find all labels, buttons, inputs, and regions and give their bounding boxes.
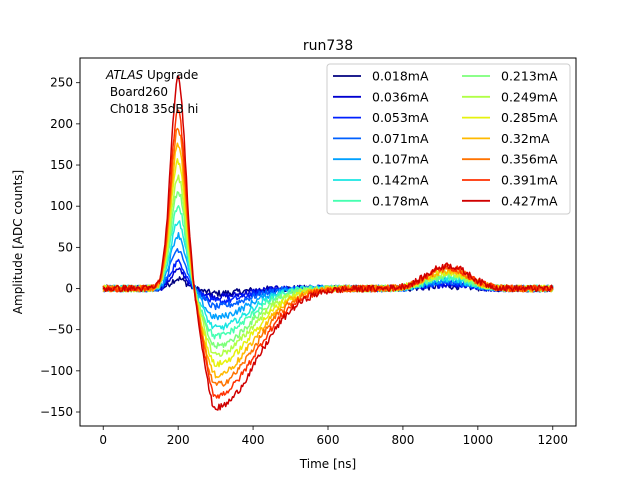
y-tick-label: 200	[50, 117, 73, 131]
y-tick-label: −150	[40, 405, 73, 419]
legend-label: 0.071mA	[372, 131, 429, 146]
annotation-italic: ATLAS	[105, 68, 144, 82]
y-tick-label: 250	[50, 76, 73, 90]
x-tick-label: 1200	[538, 433, 569, 447]
chart-title: run738	[303, 38, 353, 54]
legend-label: 0.213mA	[501, 69, 558, 84]
y-axis-label: Amplitude [ADC counts]	[11, 170, 25, 314]
y-tick-label: 50	[58, 240, 73, 254]
legend-label: 0.142mA	[372, 173, 429, 188]
y-tick-label: 100	[50, 199, 73, 213]
legend-label: 0.356mA	[501, 152, 558, 167]
legend-frame	[326, 63, 571, 215]
svg-text:ATLAS Upgrade: ATLAS Upgrade	[105, 68, 198, 82]
atlas-annotation: ATLAS Upgrade Board260 Ch018 35dB hi	[105, 68, 198, 116]
x-axis: 0 200 400 600 800 1000 1200	[99, 426, 568, 447]
x-tick-label: 200	[167, 433, 190, 447]
y-tick-label: 150	[50, 158, 73, 172]
legend-label: 0.178mA	[372, 193, 429, 208]
series-layer	[102, 75, 554, 411]
legend-label: 0.107mA	[372, 152, 429, 167]
x-tick-label: 0	[99, 433, 107, 447]
legend-label: 0.391mA	[501, 173, 558, 188]
x-axis-label: Time [ns]	[299, 457, 356, 471]
legend-label: 0.018mA	[372, 69, 429, 84]
legend-label: 0.32mA	[501, 131, 550, 146]
legend-label: 0.427mA	[501, 193, 558, 208]
annotation-line3: Ch018 35dB hi	[106, 102, 198, 116]
legend-label: 0.053mA	[372, 110, 429, 125]
y-tick-label: 0	[65, 282, 73, 296]
y-tick-label: −100	[40, 364, 73, 378]
legend-label: 0.285mA	[501, 110, 558, 125]
x-tick-label: 1000	[463, 433, 494, 447]
x-tick-label: 600	[317, 433, 340, 447]
legend: 0.018mA 0.036mA 0.053mA 0.071mA 0.107mA 0.142…	[326, 63, 571, 215]
annotation-line2: Board260	[106, 85, 168, 99]
y-axis: −150 −100 −50 0 50 100 150 200 250	[40, 76, 80, 419]
annotation-rest: Upgrade	[143, 68, 198, 82]
y-tick-label: −50	[48, 323, 73, 337]
series-line	[102, 75, 554, 411]
x-tick-label: 400	[242, 433, 265, 447]
x-tick-label: 800	[391, 433, 414, 447]
legend-label: 0.249mA	[501, 89, 558, 104]
legend-label: 0.036mA	[372, 89, 429, 104]
